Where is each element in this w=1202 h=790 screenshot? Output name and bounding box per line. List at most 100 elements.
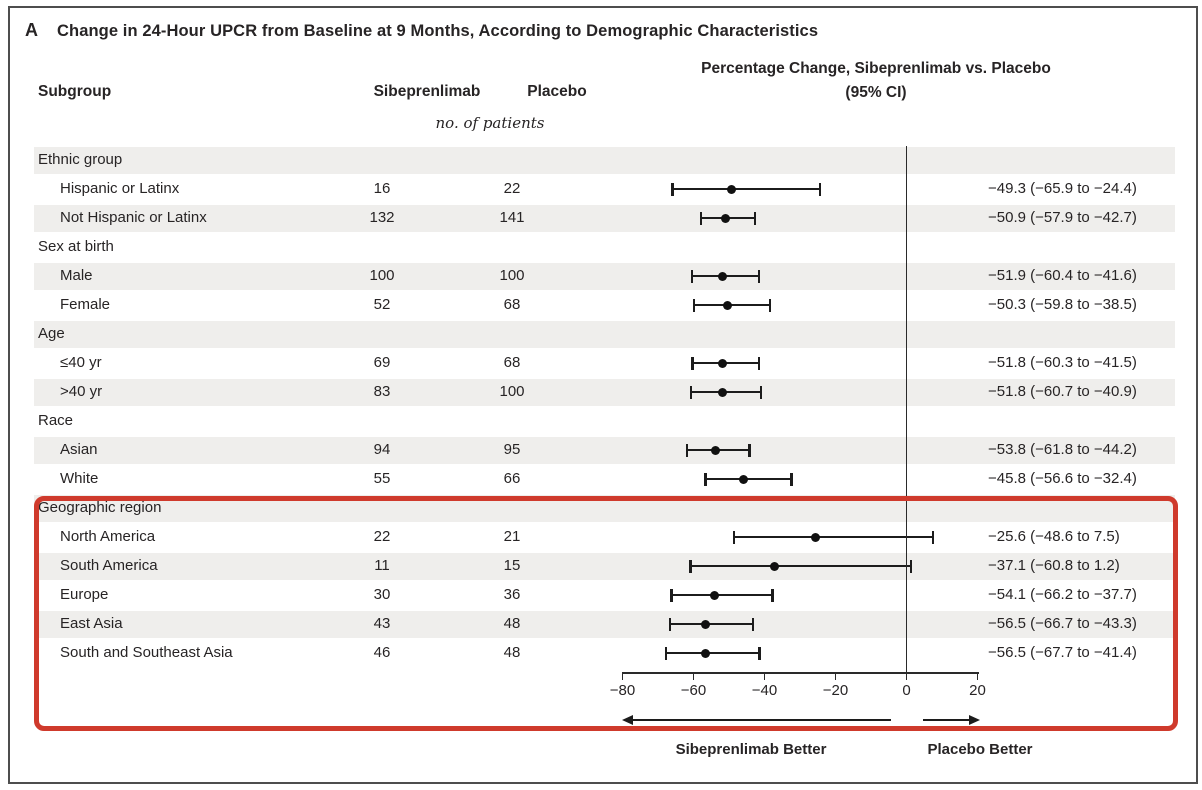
ci-cap-right bbox=[760, 385, 763, 399]
x-axis-tick-label: 0 bbox=[902, 682, 911, 699]
ci-cap-right bbox=[771, 588, 774, 602]
ci-whisker-line bbox=[690, 564, 911, 568]
ci-cap-left bbox=[732, 530, 736, 544]
subgroup-column-header: Subgroup bbox=[38, 83, 112, 100]
estimate-ci-text: −53.8 (−61.8 to −44.2) bbox=[988, 441, 1137, 458]
x-axis-tick bbox=[834, 672, 837, 680]
estimate-ci-text: −51.8 (−60.7 to −40.9) bbox=[988, 383, 1137, 400]
subgroup-item-label: Not Hispanic or Latinx bbox=[60, 209, 207, 226]
x-axis-line bbox=[621, 672, 979, 674]
point-estimate-dot bbox=[711, 445, 720, 455]
zero-reference-line bbox=[905, 146, 908, 672]
right-arrow-head bbox=[968, 715, 980, 725]
subgroup-item-label: Female bbox=[60, 296, 111, 313]
point-estimate-dot bbox=[721, 213, 731, 223]
ci-whisker-line bbox=[733, 535, 934, 539]
ci-cap-left bbox=[670, 588, 673, 602]
subgroup-item-label: White bbox=[60, 470, 99, 487]
point-estimate-dot bbox=[718, 358, 728, 368]
ci-cap-right bbox=[758, 646, 761, 660]
placebo-n-value: 68 bbox=[503, 296, 521, 313]
left-arrow-shaft bbox=[631, 719, 891, 721]
ci-cap-right bbox=[790, 472, 793, 486]
row-shading-band bbox=[34, 553, 1175, 580]
sibeprenlimab-n-value: 69 bbox=[373, 354, 391, 371]
subgroup-item-label: South and Southeast Asia bbox=[60, 644, 233, 661]
figure-title: Change in 24-Hour UPCR from Baseline at … bbox=[57, 22, 819, 40]
x-axis-tick bbox=[763, 672, 766, 680]
x-axis-tick bbox=[692, 672, 695, 680]
point-estimate-dot bbox=[709, 590, 719, 600]
ci-cap-left bbox=[664, 646, 668, 660]
placebo-n-value: 100 bbox=[499, 383, 525, 400]
x-axis-tick bbox=[621, 672, 624, 680]
left-arrow-head bbox=[621, 715, 633, 725]
sibeprenlimab-n-value: 83 bbox=[373, 383, 391, 400]
subgroup-header-label: Sex at birth bbox=[38, 238, 114, 255]
placebo-column-header: Placebo bbox=[527, 83, 587, 100]
ci-cap-left bbox=[690, 269, 694, 283]
subgroup-item-label: North America bbox=[60, 528, 156, 545]
effect-column-header-line2: (95% CI) bbox=[845, 84, 907, 101]
estimate-ci-text: −50.3 (−59.8 to −38.5) bbox=[988, 296, 1137, 313]
ci-cap-left bbox=[685, 443, 689, 457]
ci-cap-right bbox=[748, 443, 751, 457]
sibeprenlimab-n-value: 30 bbox=[373, 586, 391, 603]
ci-cap-left bbox=[691, 356, 694, 370]
ci-whisker-line bbox=[669, 622, 753, 626]
subgroup-header-label: Race bbox=[38, 412, 74, 429]
ci-cap-right bbox=[753, 211, 757, 225]
x-axis-tick-label: −80 bbox=[609, 682, 636, 699]
ci-cap-right bbox=[757, 269, 760, 283]
sibeprenlimab-n-value: 46 bbox=[373, 644, 391, 661]
ci-cap-right bbox=[909, 559, 912, 573]
placebo-n-value: 66 bbox=[503, 470, 521, 487]
ci-whisker-line bbox=[671, 593, 773, 597]
placebo-n-value: 15 bbox=[503, 557, 521, 574]
estimate-ci-text: −50.9 (−57.9 to −42.7) bbox=[988, 209, 1137, 226]
point-estimate-dot bbox=[717, 271, 727, 281]
placebo-n-value: 100 bbox=[499, 267, 525, 284]
estimate-ci-text: −45.8 (−56.6 to −32.4) bbox=[988, 470, 1137, 487]
estimate-ci-text: −54.1 (−66.2 to −37.7) bbox=[988, 586, 1137, 603]
sibeprenlimab-n-value: 52 bbox=[373, 296, 391, 313]
sibeprenlimab-n-value: 43 bbox=[373, 615, 391, 632]
x-axis-tick bbox=[905, 672, 908, 680]
panel-letter: A bbox=[25, 20, 38, 40]
subgroup-item-label: >40 yr bbox=[60, 383, 103, 400]
ci-whisker-line bbox=[705, 477, 792, 481]
subgroup-header-label: Age bbox=[38, 325, 65, 342]
subgroup-header-label: Geographic region bbox=[38, 499, 162, 516]
sibeprenlimab-n-value: 94 bbox=[373, 441, 391, 458]
ci-cap-left bbox=[668, 617, 671, 631]
sibeprenlimab-n-value: 100 bbox=[369, 267, 395, 284]
subgroup-item-label: Hispanic or Latinx bbox=[60, 180, 180, 197]
row-shading-band bbox=[34, 147, 1175, 174]
subgroup-item-label: Male bbox=[60, 267, 93, 284]
figure-frame bbox=[8, 6, 1198, 784]
left-better-label: Sibeprenlimab Better bbox=[675, 741, 827, 758]
placebo-n-value: 95 bbox=[503, 441, 521, 458]
row-shading-band bbox=[34, 205, 1175, 232]
estimate-ci-text: −51.8 (−60.3 to −41.5) bbox=[988, 354, 1137, 371]
sibeprenlimab-column-header: Sibeprenlimab bbox=[373, 83, 481, 100]
point-estimate-dot bbox=[701, 648, 711, 658]
ci-cap-left bbox=[671, 182, 674, 196]
ci-cap-right bbox=[931, 530, 935, 544]
x-axis-tick-label: −60 bbox=[680, 682, 707, 699]
subgroup-item-label: Asian bbox=[60, 441, 98, 458]
estimate-ci-text: −37.1 (−60.8 to 1.2) bbox=[988, 557, 1120, 574]
point-estimate-dot bbox=[770, 561, 780, 571]
estimate-ci-text: −49.3 (−65.9 to −24.4) bbox=[988, 180, 1137, 197]
estimate-ci-text: −51.9 (−60.4 to −41.6) bbox=[988, 267, 1137, 284]
x-axis-tick-label: −20 bbox=[822, 682, 849, 699]
right-better-label: Placebo Better bbox=[927, 741, 1033, 758]
sibeprenlimab-n-value: 16 bbox=[373, 180, 391, 197]
sibeprenlimab-n-value: 132 bbox=[369, 209, 395, 226]
ci-cap-right bbox=[751, 617, 754, 631]
ci-cap-left bbox=[693, 298, 696, 312]
placebo-n-value: 36 bbox=[503, 586, 521, 603]
ci-cap-left bbox=[689, 385, 693, 399]
row-shading-band bbox=[34, 611, 1175, 638]
